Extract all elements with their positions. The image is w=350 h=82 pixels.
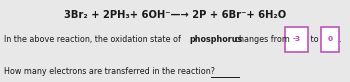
Text: -3: -3	[293, 36, 301, 42]
Text: changes from: changes from	[232, 35, 290, 44]
Text: 3Br₂ + 2PH₃+ 6OH⁻—→ 2P + 6Br⁻+ 6H₂O: 3Br₂ + 2PH₃+ 6OH⁻—→ 2P + 6Br⁻+ 6H₂O	[64, 10, 286, 20]
Text: In the above reaction, the oxidation state of: In the above reaction, the oxidation sta…	[4, 35, 183, 44]
Text: How many electrons are transferred in the reaction?: How many electrons are transferred in th…	[4, 67, 215, 76]
Text: phosphorus: phosphorus	[189, 35, 243, 44]
Text: to: to	[308, 35, 319, 44]
FancyBboxPatch shape	[285, 27, 308, 52]
Text: .: .	[338, 35, 341, 44]
Text: 0: 0	[328, 36, 333, 42]
FancyBboxPatch shape	[321, 27, 339, 52]
